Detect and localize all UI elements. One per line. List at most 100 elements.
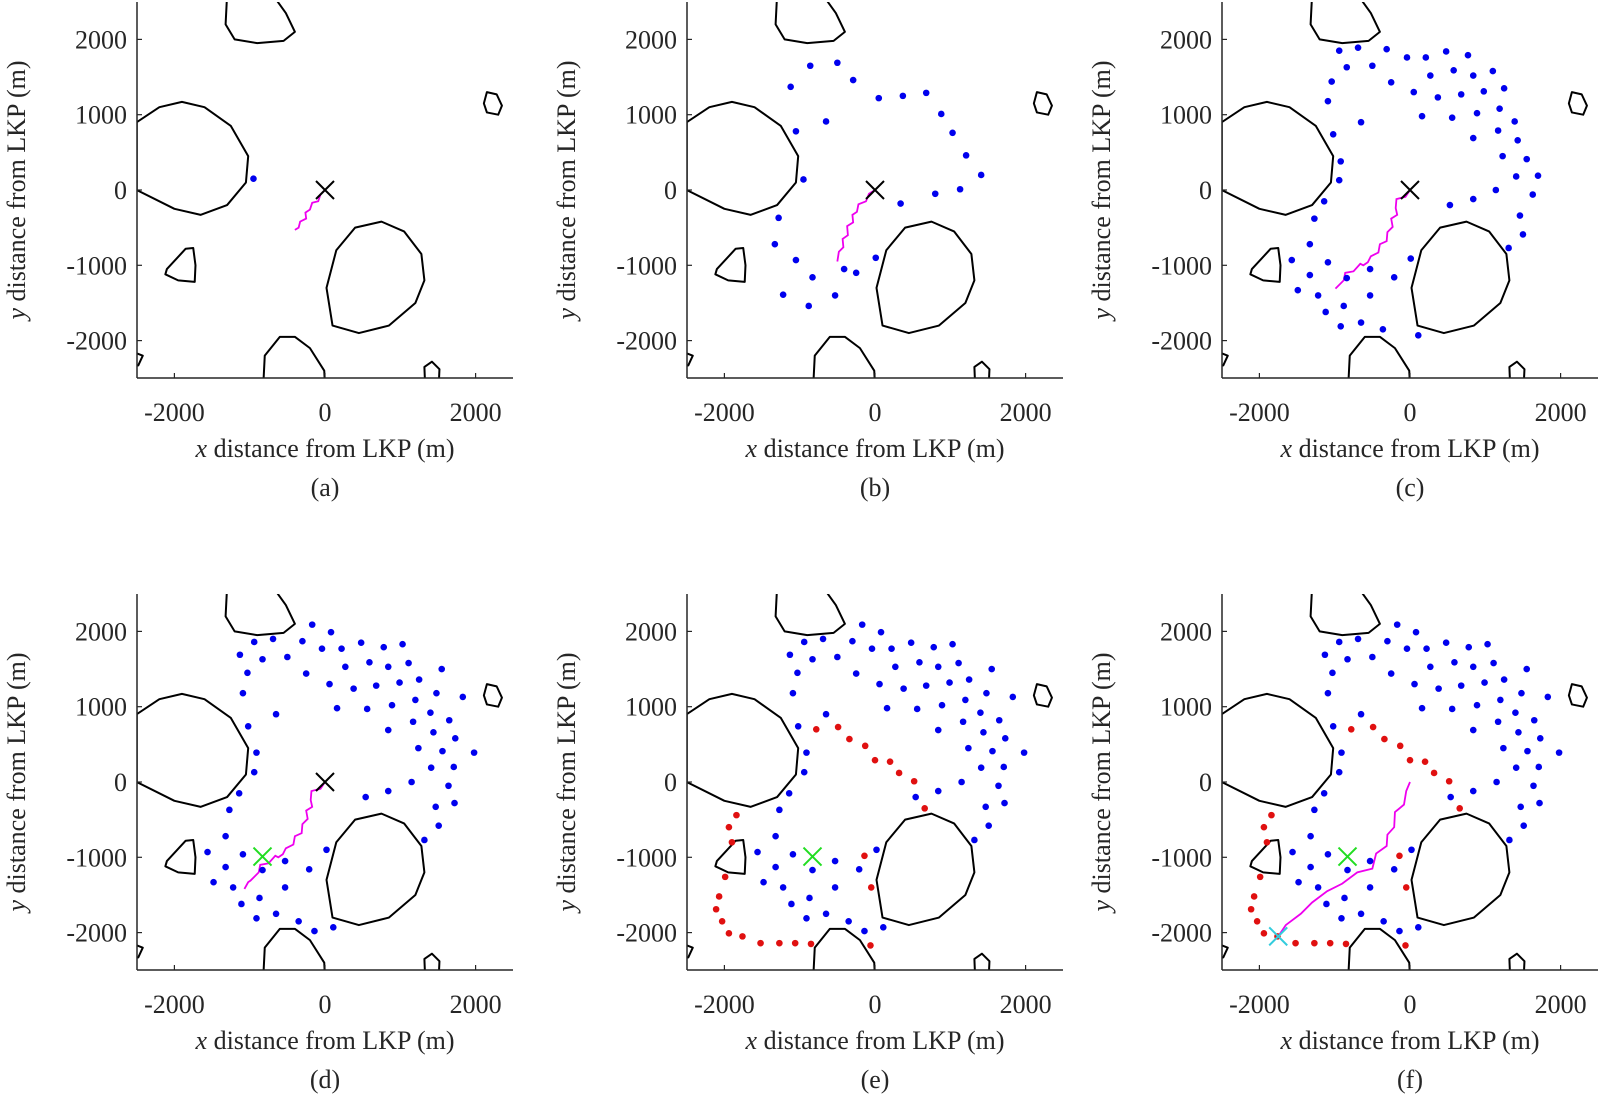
blue-point <box>1505 244 1512 252</box>
blue-point <box>760 878 767 886</box>
blue-point <box>1524 747 1531 755</box>
blue-point <box>1544 693 1552 701</box>
y-axis-label: y distance from LKP (m) <box>2 61 31 323</box>
blue-point <box>399 640 406 648</box>
blue-point <box>1390 274 1398 281</box>
blue-point <box>1383 45 1390 53</box>
y-axis-label: y distance from LKP (m) <box>552 61 581 323</box>
blue-point <box>305 866 313 873</box>
blue-point <box>1366 857 1374 865</box>
y-tick-label: 1000 <box>1160 693 1212 722</box>
blue-point <box>1335 47 1343 54</box>
plot-area <box>137 594 503 970</box>
blue-point <box>775 214 782 222</box>
blue-point <box>1490 659 1497 667</box>
obstacle-contour <box>137 944 144 959</box>
blue-point <box>1314 884 1322 891</box>
blue-point <box>438 665 446 673</box>
blue-point <box>1411 680 1418 688</box>
blue-point <box>1418 112 1426 120</box>
x-tick-label: -2000 <box>1229 990 1290 1019</box>
blue-point <box>977 764 985 771</box>
red-point <box>715 893 723 900</box>
blue-point <box>949 129 956 137</box>
red-point <box>1369 723 1377 731</box>
blue-point <box>1414 924 1422 931</box>
panel-a: -2000 -1000 0 1000 2000 -2000 0 2000 x distance … <box>2 2 513 502</box>
blue-point <box>983 689 990 697</box>
panel-label: (b) <box>860 473 890 502</box>
obstacle-contour <box>1032 91 1053 116</box>
blue-point <box>822 910 830 918</box>
obstacle-contour <box>1567 91 1588 116</box>
x-axis-label-text: distance from LKP (m) <box>1292 434 1539 463</box>
red-point <box>728 838 736 846</box>
blue-point <box>432 803 439 811</box>
blue-point <box>1338 914 1345 922</box>
blue-point <box>1442 48 1450 55</box>
red-point <box>1396 852 1403 860</box>
obstacle-contour <box>224 594 296 637</box>
obstacle-contour <box>1309 594 1381 637</box>
blue-point <box>1320 789 1328 797</box>
blue-point <box>892 663 899 671</box>
blue-point <box>792 127 800 135</box>
blue-point <box>1354 44 1362 51</box>
y-axis-label-text: distance from LKP (m) <box>2 61 31 308</box>
blue-point <box>1518 689 1525 697</box>
blue-point <box>1343 274 1351 282</box>
x-axis-label-text: distance from LKP (m) <box>757 1026 1004 1055</box>
blue-point <box>338 645 345 653</box>
blue-point <box>326 680 333 688</box>
obstacle-contour <box>774 594 846 637</box>
y-tick-label: 0 <box>664 176 677 205</box>
red-point <box>739 933 746 940</box>
blue-point <box>1422 54 1430 61</box>
blue-point <box>772 832 779 840</box>
x-axis-label-var: x <box>195 434 208 463</box>
obstacle-contour <box>687 692 800 808</box>
blue-point <box>1403 645 1411 653</box>
blue-point <box>1512 709 1519 717</box>
blue-point <box>357 639 365 646</box>
blue-point <box>1387 79 1395 86</box>
blue-point <box>362 793 369 801</box>
blue-point <box>405 659 412 667</box>
red-point <box>1347 725 1355 733</box>
blue-point <box>1555 749 1563 756</box>
blue-point <box>958 778 965 786</box>
blue-point <box>1393 621 1401 628</box>
blue-point <box>408 778 415 786</box>
blue-point <box>470 749 478 756</box>
blue-point <box>977 171 985 179</box>
blue-point <box>1536 735 1544 742</box>
blue-point <box>256 894 263 902</box>
blue-point <box>1337 158 1345 165</box>
blue-point <box>900 685 907 692</box>
blue-point <box>1337 322 1345 330</box>
blue-point <box>852 269 860 277</box>
blue-point <box>1311 215 1318 222</box>
y-tick-label: 1000 <box>75 693 127 722</box>
blue-point <box>1369 62 1376 70</box>
red-point <box>1381 735 1388 743</box>
blue-point <box>879 924 887 931</box>
red-point <box>1268 811 1275 819</box>
y-tick-label: 2000 <box>75 617 127 646</box>
blue-point <box>855 866 863 873</box>
obstacle-contour <box>973 952 991 970</box>
y-tick-label: -2000 <box>616 327 677 356</box>
blue-point <box>995 782 1002 790</box>
red-point <box>1430 769 1438 777</box>
blue-point <box>809 866 816 874</box>
y-tick-label: -1000 <box>1151 843 1212 872</box>
blue-point <box>1354 635 1362 643</box>
blue-point <box>1457 682 1465 689</box>
red-point <box>867 884 875 891</box>
red-point <box>921 805 928 812</box>
red-point <box>712 905 720 913</box>
x-tick-label: 0 <box>1404 990 1417 1019</box>
red-point <box>867 942 874 949</box>
blue-point <box>450 763 458 771</box>
blue-point <box>1366 265 1374 273</box>
